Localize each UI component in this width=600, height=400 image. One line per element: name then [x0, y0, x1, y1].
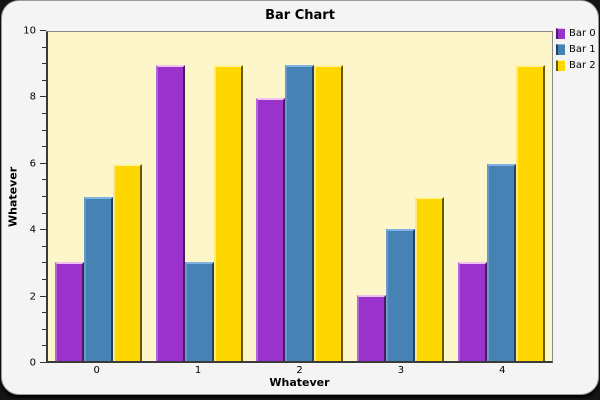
bar-group-1	[149, 32, 250, 361]
y-tick-minor	[42, 262, 46, 264]
y-tick-minor	[42, 179, 46, 181]
legend-item-1: Bar 1	[556, 44, 596, 55]
bar-series-2-cat-4	[516, 64, 546, 361]
x-tick-label-4: 4	[499, 365, 506, 376]
y-tick-major	[40, 295, 46, 297]
x-tick-label-1: 1	[194, 365, 202, 376]
y-tick-minor	[42, 46, 46, 48]
legend-item-0: Bar 0	[556, 28, 596, 39]
y-tick-minor	[42, 129, 46, 131]
bar-series-2-cat-0	[112, 163, 142, 361]
legend-label: Bar 0	[569, 28, 596, 39]
y-tick-minor	[42, 63, 46, 65]
y-tick-major	[40, 229, 46, 231]
y-tick-label: 6	[29, 158, 36, 170]
y-tick-minor	[42, 328, 46, 330]
bar-series-1-cat-4	[487, 163, 517, 361]
bar-series-1-cat-1	[184, 262, 214, 361]
legend-swatch-icon	[556, 28, 565, 39]
bar-series-1-cat-0	[83, 196, 113, 361]
y-tick-minor	[42, 146, 46, 148]
y-tick-minor	[42, 245, 46, 247]
y-tick-label: 8	[29, 91, 36, 103]
bar-series-0-cat-2	[256, 97, 286, 361]
legend: Bar 0 Bar 1 Bar 2	[556, 28, 596, 71]
y-tick-minor	[42, 279, 46, 280]
y-tick-label: 2	[29, 291, 36, 303]
bar-series-1-cat-2	[285, 64, 315, 361]
x-axis-labels: 0 1 2 3 4	[46, 365, 553, 376]
y-tick-major	[40, 362, 46, 363]
y-tick-label: 10	[23, 25, 36, 37]
bar-group-2	[250, 32, 351, 361]
y-tick-label: 0	[29, 357, 36, 369]
bar-series-2-cat-1	[213, 64, 243, 361]
bar-series-0-cat-3	[357, 295, 387, 361]
y-tick-minor	[42, 212, 46, 214]
bar-series-0-cat-1	[155, 64, 185, 361]
legend-swatch-icon	[556, 44, 565, 55]
y-tick-minor	[42, 79, 46, 81]
y-tick-minor	[42, 312, 46, 314]
y-axis: 0 2 4 6 8 10	[2, 26, 46, 369]
x-axis-title: Whatever	[269, 376, 330, 389]
x-tick-label-0: 0	[93, 365, 100, 376]
bar-group-0	[48, 32, 149, 361]
bar-series-0-cat-0	[54, 262, 84, 361]
plot-inner	[48, 32, 552, 361]
bar-series-1-cat-3	[386, 229, 416, 361]
chart-title: Bar Chart	[265, 8, 335, 23]
legend-swatch-icon	[556, 60, 565, 71]
legend-label: Bar 1	[569, 44, 596, 55]
bar-series-0-cat-4	[458, 262, 488, 361]
x-tick-label-2: 2	[296, 365, 303, 376]
x-tick-label-3: 3	[397, 365, 405, 376]
y-tick-minor	[42, 345, 46, 347]
y-tick-major	[40, 162, 46, 164]
bar-group-3	[350, 32, 451, 361]
y-tick-label: 4	[29, 224, 36, 236]
bar-series-2-cat-3	[415, 196, 445, 361]
y-tick-major	[40, 30, 46, 31]
y-tick-minor	[42, 113, 46, 114]
y-tick-minor	[42, 196, 46, 197]
bar-group-4	[451, 32, 552, 361]
bar-series-2-cat-2	[314, 64, 344, 361]
plot-area	[46, 31, 553, 363]
legend-label: Bar 2	[569, 60, 596, 71]
legend-item-2: Bar 2	[556, 60, 596, 71]
y-tick-major	[40, 96, 46, 98]
